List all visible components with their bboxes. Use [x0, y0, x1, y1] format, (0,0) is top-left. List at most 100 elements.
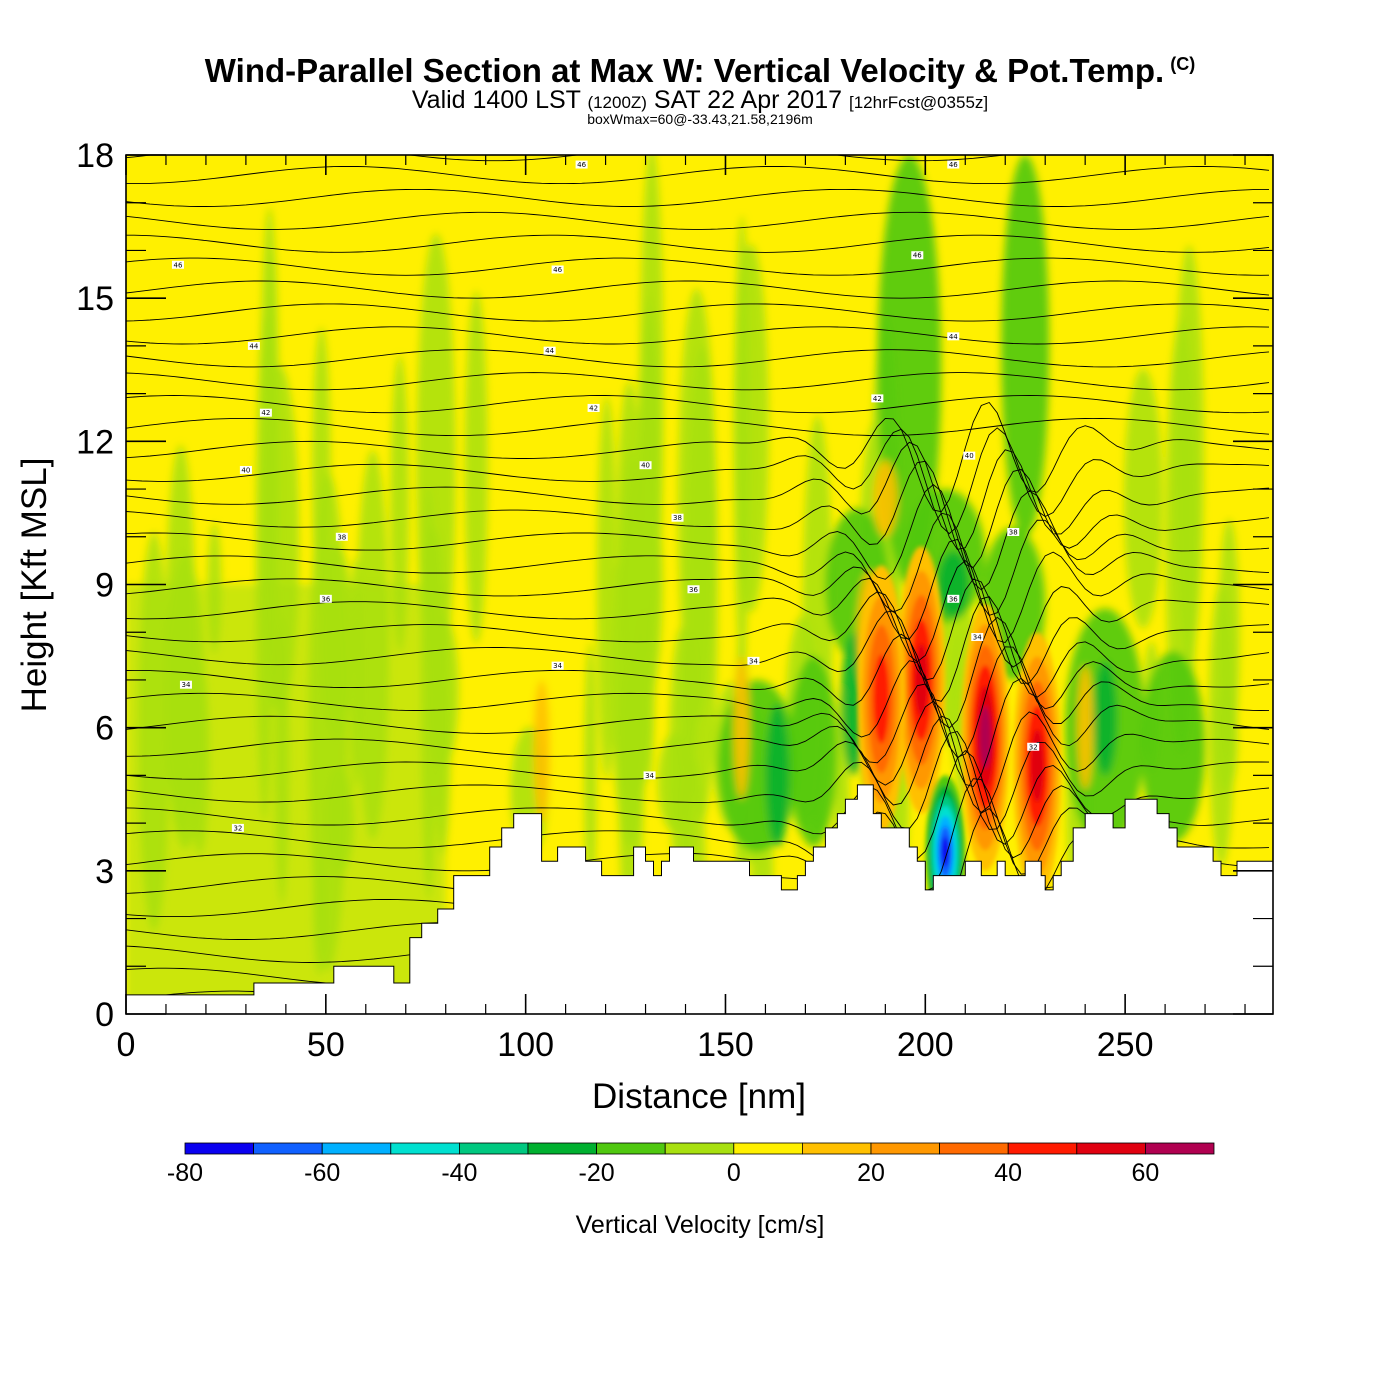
colorbar-swatch — [390, 1142, 460, 1155]
contour-label-box — [239, 465, 252, 474]
weak-updraft — [533, 679, 550, 824]
contour-label-text: 40 — [241, 466, 250, 474]
y-tick-label: 0 — [95, 996, 114, 1034]
colorbar-swatch — [1007, 1142, 1078, 1155]
contour-label-box — [643, 771, 656, 780]
copyright-mark: (C) — [1170, 54, 1196, 74]
theta-contour — [126, 211, 1270, 230]
weak-downdraft-streak — [583, 641, 597, 905]
colorbar-title: Vertical Velocity [cm/s] — [576, 1211, 825, 1239]
contour-label: 34 — [551, 661, 564, 670]
contour-label: 44 — [543, 346, 556, 355]
theta-contour — [126, 121, 1269, 138]
contour-labels: 46 46 46 46 46 44 44 44 42 42 42 40 40 40 38 38 38 36 36 36… — [171, 160, 1040, 832]
x-tick-label: 50 — [307, 1026, 345, 1064]
contour-label-box — [671, 513, 684, 522]
strong-sink-region — [765, 703, 790, 847]
contour-label: 34 — [643, 771, 656, 780]
x-tick-label: 250 — [1097, 1026, 1154, 1064]
colorbar-swatch — [184, 1142, 254, 1155]
contour-label-box — [1027, 742, 1040, 751]
x-tick-label: 200 — [897, 1026, 954, 1064]
contour-label-box — [319, 594, 332, 603]
contour-label-box — [911, 251, 924, 260]
contour-label-box — [171, 260, 184, 269]
contour-label-box — [551, 661, 564, 670]
contour-label: 44 — [247, 341, 260, 350]
contour-label: 34 — [747, 656, 760, 665]
contour-label: 46 — [947, 160, 960, 169]
valid-date: SAT 22 Apr 2017 — [653, 86, 843, 114]
y-tick-label: 18 — [76, 137, 114, 175]
colorbar-tick-label: -20 — [579, 1159, 615, 1187]
theta-contour — [126, 749, 1270, 860]
contour-label-box — [259, 408, 272, 417]
contour-label-box — [575, 160, 588, 169]
weak-downdraft-streak — [1218, 518, 1240, 758]
strong-sink-region — [1093, 660, 1118, 776]
contour-label-box — [947, 594, 960, 603]
theta-contour — [126, 730, 1270, 845]
weak-downdraft-streak — [733, 243, 769, 613]
contour-label-text: 46 — [949, 161, 958, 169]
theta-contour — [126, 280, 1270, 299]
contour-label-text: 46 — [173, 261, 182, 269]
colorbar-tick-label: -60 — [304, 1159, 340, 1187]
valid-time: Valid 1400 LST — [411, 86, 581, 114]
theta-contour — [126, 616, 1270, 729]
colorbar-swatch — [596, 1142, 666, 1155]
contour-label-text: 34 — [181, 681, 190, 689]
contour-label: 38 — [335, 532, 348, 541]
theta-contour — [126, 166, 1270, 185]
x-tick-label: 100 — [497, 1026, 554, 1064]
colorbar-swatch — [253, 1142, 323, 1155]
theta-contour — [126, 559, 1270, 668]
weak-downdraft-streak — [668, 626, 696, 895]
contour-label-text: 32 — [233, 824, 242, 832]
weak-updraft — [1077, 665, 1094, 790]
theta-contour — [126, 596, 1270, 702]
contour-label: 36 — [947, 594, 960, 603]
contour-label-box — [231, 823, 244, 832]
theta-contour — [126, 700, 1270, 814]
x-tick-label: 150 — [697, 1026, 754, 1064]
contour-label-text: 42 — [873, 395, 882, 403]
colorbar — [184, 1142, 1215, 1155]
x-tick-label: 0 — [117, 1026, 136, 1064]
theta-contour — [126, 372, 1270, 391]
contour-label: 42 — [587, 403, 600, 412]
x-axis-title: Distance [nm] — [592, 1077, 806, 1116]
sink-region — [789, 656, 838, 847]
weak-downdraft-streak — [1165, 318, 1198, 754]
axis-ticks — [125, 154, 1273, 1015]
contour-label-box — [747, 656, 760, 665]
theta-contour — [126, 677, 1270, 788]
theta-contour — [126, 401, 1270, 513]
contour-label-text: 36 — [949, 595, 958, 603]
contour-label-text: 40 — [641, 462, 650, 470]
weak-downdraft-streak — [685, 346, 719, 821]
contour-label-text: 44 — [545, 347, 554, 355]
contour-label-box — [551, 265, 564, 274]
contour-label: 36 — [687, 585, 700, 594]
theta-contour — [126, 234, 1270, 253]
contour-label-text: 32 — [1029, 743, 1038, 751]
updraft-core — [873, 654, 890, 744]
downdraft-core — [941, 836, 950, 868]
sink-region — [1001, 155, 1050, 537]
contour-label: 46 — [551, 265, 564, 274]
chart-title-text: Wind-Parallel Section at Max W: Vertical… — [204, 52, 1165, 89]
y-tick-labels: 0 3 6 9 12 15 18 — [76, 137, 114, 1034]
sink-region — [1141, 651, 1206, 843]
weak-downdraft-streak — [390, 354, 410, 653]
theta-contour — [126, 484, 1270, 591]
weak-downdraft-streak — [617, 448, 645, 962]
contour-label-text: 46 — [913, 252, 922, 260]
theta-contour — [126, 349, 1270, 368]
colorbar-tick-label: 40 — [994, 1159, 1022, 1187]
valid-utc: (1200Z) — [587, 93, 647, 112]
theta-contour — [126, 417, 1270, 437]
colorbar-swatch — [939, 1142, 1009, 1155]
weak-updraft — [873, 460, 898, 537]
